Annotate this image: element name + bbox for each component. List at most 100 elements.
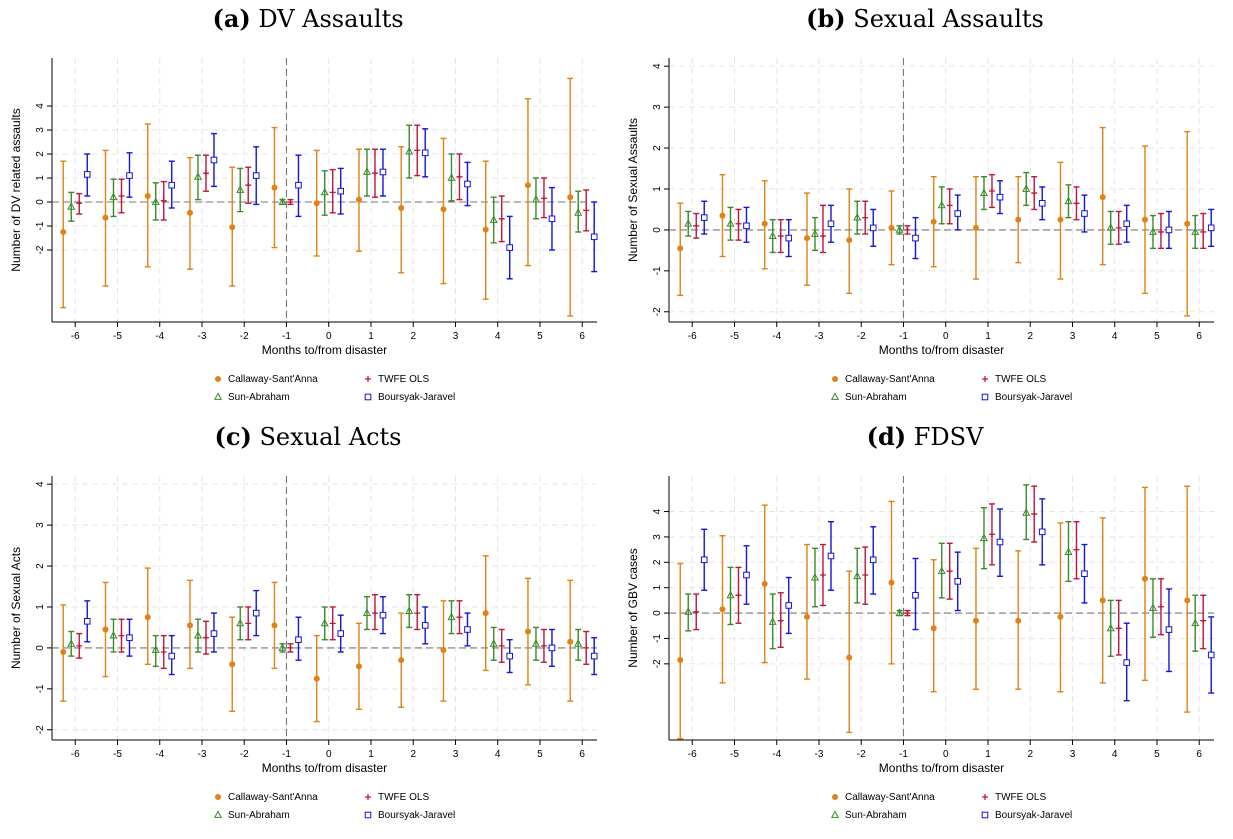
point-marker <box>735 592 742 599</box>
point-marker <box>362 167 372 175</box>
point-marker <box>548 644 556 652</box>
point-marker <box>313 200 320 207</box>
point-marker <box>236 618 245 627</box>
point-marker <box>398 657 405 664</box>
point-marker <box>202 170 209 177</box>
point-marker <box>1148 603 1157 611</box>
series-callaway-sant-anna <box>677 126 1191 317</box>
point-marker <box>295 636 302 644</box>
point-marker <box>1141 216 1148 223</box>
x-tick-label: 5 <box>1154 749 1160 760</box>
point-marker <box>168 181 176 189</box>
y-tick-label: 2 <box>652 559 663 565</box>
x-tick-label: 0 <box>326 331 332 342</box>
x-tick-label: 1 <box>985 331 991 342</box>
panel-dv-assaults: (a) DV Assaults -2 -1 0 1 2 3 4 -6 -5 -4 -3 -2 -1 0 1 2… <box>0 0 616 417</box>
x-tick-label: -5 <box>113 331 122 342</box>
y-tick-label: 3 <box>652 534 663 540</box>
point-marker <box>109 192 118 201</box>
x-tick-label: -2 <box>857 749 866 760</box>
point-marker <box>937 200 946 209</box>
point-marker <box>210 630 218 637</box>
legend-item: Callaway-Sant'Anna <box>832 792 935 803</box>
series-boursyak-jaravel <box>83 589 598 676</box>
point-marker <box>365 794 371 800</box>
point-marker <box>785 234 793 242</box>
y-tick-label: 1 <box>652 186 663 192</box>
point-marker <box>365 376 371 382</box>
y-axis-label: Number of Sexual Acts <box>9 547 23 669</box>
legend-label: Callaway-Sant'Anna <box>845 374 935 385</box>
point-marker <box>1015 216 1022 223</box>
point-marker <box>982 794 988 800</box>
series-twfe-ols <box>693 485 1207 656</box>
point-marker <box>1157 603 1164 610</box>
point-marker <box>76 642 83 649</box>
point-marker <box>1073 200 1080 207</box>
point-marker <box>1141 575 1148 582</box>
point-marker <box>677 657 684 664</box>
x-tick-label: 4 <box>495 749 501 760</box>
point-marker <box>1022 184 1031 192</box>
point-marker <box>252 172 260 179</box>
x-tick-label: 2 <box>410 749 416 760</box>
point-marker <box>144 193 151 199</box>
point-marker <box>862 572 869 578</box>
point-marker <box>151 197 160 205</box>
x-axis-label: Months to/from disaster <box>262 343 387 357</box>
point-marker <box>482 610 489 617</box>
point-marker <box>684 607 693 615</box>
point-marker <box>869 224 877 232</box>
point-marker <box>414 610 421 617</box>
point-marker <box>743 222 750 230</box>
point-marker <box>567 194 574 201</box>
legend-item: Boursyak-Jaravel <box>364 392 455 403</box>
y-tick-label: -1 <box>35 221 46 230</box>
point-marker <box>954 210 962 217</box>
point-marker <box>60 649 67 655</box>
point-marker <box>1200 228 1207 235</box>
series-sun-abraham <box>684 171 1200 254</box>
legend-label: Boursyak-Jaravel <box>378 392 455 403</box>
legend-item: Boursyak-Jaravel <box>981 392 1072 403</box>
legend-item: Boursyak-Jaravel <box>364 810 455 821</box>
point-marker <box>482 226 489 233</box>
series-sun-abraham <box>684 484 1200 657</box>
point-marker <box>186 622 193 629</box>
point-marker <box>1148 227 1157 235</box>
point-marker <box>819 572 826 578</box>
point-marker <box>761 220 768 227</box>
point-marker <box>245 620 252 627</box>
point-marker <box>440 646 447 653</box>
x-tick-label: 6 <box>579 749 585 760</box>
x-tick-label: -6 <box>71 331 80 342</box>
point-marker <box>912 234 919 242</box>
x-tick-label: -3 <box>815 331 824 342</box>
point-marker <box>245 182 252 189</box>
point-marker <box>735 220 742 227</box>
x-tick-label: 5 <box>537 749 543 760</box>
point-marker <box>1207 651 1215 659</box>
point-marker <box>440 206 447 213</box>
x-tick-label: -4 <box>155 331 164 342</box>
x-tick-label: -5 <box>730 749 739 760</box>
point-marker <box>1015 617 1022 624</box>
x-tick-label: 4 <box>495 331 501 342</box>
x-tick-label: -2 <box>240 749 249 760</box>
point-marker <box>118 632 125 639</box>
x-tick-label: 5 <box>1154 331 1160 342</box>
point-marker <box>832 794 838 800</box>
point-marker <box>278 643 287 651</box>
point-marker <box>988 531 995 538</box>
point-marker <box>1157 228 1164 235</box>
point-marker <box>979 533 989 542</box>
point-marker <box>946 202 953 209</box>
point-marker <box>287 199 294 205</box>
point-marker <box>168 652 176 660</box>
point-marker <box>743 571 750 579</box>
y-tick-label: -1 <box>35 684 46 693</box>
point-marker <box>210 156 218 164</box>
y-tick-label: 4 <box>35 481 46 487</box>
point-marker <box>398 205 405 211</box>
legend-item: Callaway-Sant'Anna <box>215 374 318 385</box>
